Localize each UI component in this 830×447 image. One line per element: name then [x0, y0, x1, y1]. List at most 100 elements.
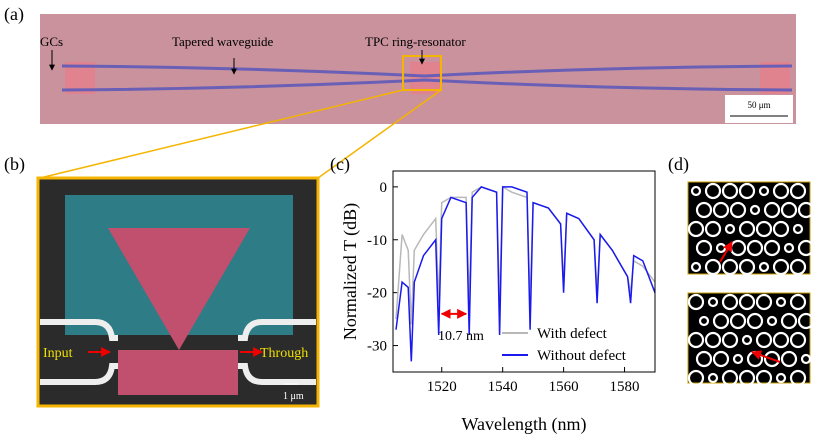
- port-label: Through: [260, 346, 308, 361]
- hole: [721, 293, 739, 311]
- y-tick-label: -30: [367, 339, 387, 355]
- arrow: [751, 350, 781, 363]
- annotation: 10.7 nm: [438, 329, 484, 344]
- hole: [698, 315, 710, 327]
- hole: [763, 239, 781, 257]
- legend-label: Without defect: [537, 348, 627, 364]
- hole: [772, 331, 790, 349]
- y-tick-label: -20: [367, 286, 387, 302]
- hole: [738, 258, 756, 276]
- hole: [741, 334, 753, 346]
- hole: [687, 293, 705, 311]
- panel-label: (c): [330, 154, 350, 175]
- plot-frame: [392, 170, 656, 373]
- hole: [707, 372, 719, 384]
- waveguide: [40, 319, 118, 341]
- hole: [789, 331, 807, 349]
- panel-label: (a): [4, 4, 24, 25]
- y-tick-label: 0: [380, 180, 388, 196]
- hole: [690, 261, 702, 273]
- hole: [704, 220, 722, 238]
- hole: [704, 182, 722, 200]
- hole: [772, 258, 790, 276]
- waveguide: [61, 64, 793, 78]
- hole: [783, 242, 795, 254]
- hole: [687, 220, 705, 238]
- port-label: Input: [43, 346, 73, 361]
- waveguide: [61, 78, 793, 92]
- hole: [766, 315, 778, 327]
- annotation: Tapered waveguide: [172, 34, 273, 49]
- hole: [704, 258, 722, 276]
- hole: [695, 350, 713, 368]
- waveguide: [40, 363, 118, 385]
- hole: [763, 201, 781, 219]
- hole: [721, 182, 739, 200]
- zoom-line: [317, 89, 442, 179]
- hole: [695, 239, 713, 257]
- x-tick-label: 1540: [488, 379, 518, 395]
- hole: [738, 182, 756, 200]
- series-line: [395, 186, 656, 362]
- hole: [763, 350, 781, 368]
- hole: [755, 369, 773, 387]
- y-tick-label: -10: [367, 233, 387, 249]
- scale-box: [725, 95, 793, 123]
- hole: [724, 223, 736, 235]
- x-axis-label: Wavelength (nm): [461, 414, 586, 435]
- annotation: TPC ring-resonator: [365, 34, 466, 49]
- hole: [704, 331, 722, 349]
- hole: [695, 201, 713, 219]
- bus-crystal: [118, 350, 238, 395]
- hole: [789, 182, 807, 200]
- zoom-line: [39, 89, 404, 179]
- hole: [772, 182, 790, 200]
- annotation: GCs: [40, 34, 63, 49]
- ring: [410, 62, 440, 94]
- hole: [746, 312, 764, 330]
- hole: [775, 372, 787, 384]
- hole: [792, 223, 804, 235]
- hole: [797, 239, 815, 257]
- arrow: [719, 241, 733, 263]
- y-axis-label: Normalized T (dB): [340, 203, 361, 340]
- hole: [772, 220, 790, 238]
- hole: [729, 312, 747, 330]
- hole: [738, 293, 756, 311]
- hole: [732, 353, 744, 365]
- hole: [780, 312, 798, 330]
- hole: [721, 258, 739, 276]
- legend-label: With defect: [537, 326, 608, 342]
- scale-label: 50 μm: [747, 100, 770, 110]
- hole: [738, 369, 756, 387]
- hole: [687, 331, 705, 349]
- scale-label: 1 μm: [283, 391, 304, 402]
- hole: [797, 201, 815, 219]
- hole: [755, 220, 773, 238]
- x-tick-label: 1520: [427, 379, 457, 395]
- hole: [775, 296, 787, 308]
- hole: [712, 201, 730, 219]
- panel-label: (b): [4, 154, 25, 175]
- chart: 0 -10 -20 -30 1520 1540 1560 1580 Wavelength (nm…: [340, 170, 656, 435]
- hole: [707, 296, 719, 308]
- hole: [738, 220, 756, 238]
- hole: [687, 369, 705, 387]
- panel-label: (d): [668, 154, 689, 175]
- hole: [721, 369, 739, 387]
- hole: [780, 350, 798, 368]
- hole: [800, 353, 812, 365]
- hole: [746, 239, 764, 257]
- hole: [729, 201, 747, 219]
- hole: [789, 258, 807, 276]
- waveguide: [238, 319, 316, 341]
- x-tick-label: 1580: [610, 379, 640, 395]
- triangle-ring: [108, 228, 250, 350]
- waveguide: [238, 363, 316, 385]
- hole: [721, 331, 739, 349]
- hole: [690, 185, 702, 197]
- hole: [789, 369, 807, 387]
- hole: [755, 331, 773, 349]
- hole: [797, 312, 815, 330]
